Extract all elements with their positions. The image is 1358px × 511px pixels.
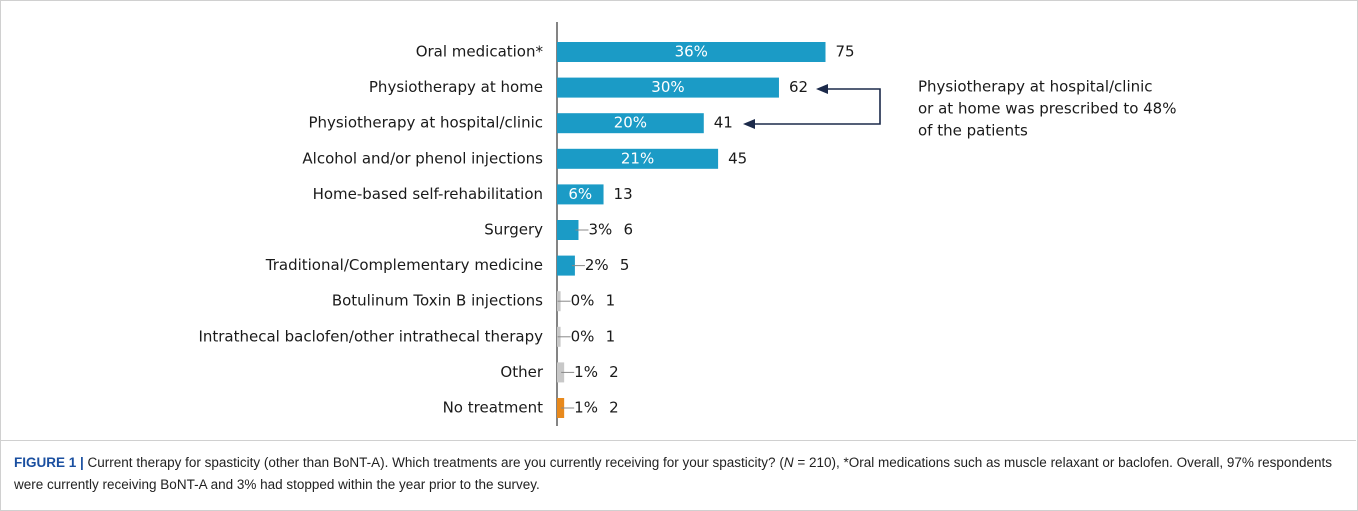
- annotation-line: or at home was prescribed to 48%: [918, 100, 1176, 118]
- category-label: Botulinum Toxin B injections: [332, 292, 543, 310]
- percent-label: 3%: [588, 221, 612, 239]
- caption-text: = 210), *Oral medications such as muscle…: [14, 455, 1332, 492]
- category-label: Physiotherapy at hospital/clinic: [308, 114, 543, 132]
- percent-label: 21%: [621, 149, 654, 167]
- count-label: 2: [609, 363, 619, 381]
- count-label: 2: [609, 399, 619, 417]
- count-label: 41: [714, 114, 733, 132]
- percent-label: 0%: [571, 327, 595, 345]
- category-label: Surgery: [484, 221, 543, 239]
- annotation-line: Physiotherapy at hospital/clinic: [918, 78, 1153, 96]
- bar: [557, 184, 604, 205]
- category-label: Intrathecal baclofen/other intrathecal t…: [198, 327, 543, 345]
- bar: [557, 113, 704, 134]
- caption-italic: N: [783, 455, 794, 470]
- bar: [557, 77, 779, 98]
- bar: [557, 42, 826, 62]
- chart: Oral medication* 36% 75 Physiotherapy at ho…: [198, 22, 1176, 426]
- annotation-line: of the patients: [918, 122, 1028, 140]
- bar: [557, 362, 565, 383]
- bar: [557, 398, 565, 418]
- count-label: 1: [606, 292, 616, 310]
- percent-label: 30%: [651, 78, 684, 96]
- percent-label: 20%: [614, 114, 647, 132]
- caption: FIGURE 1 | Current therapy for spasticit…: [0, 440, 1356, 510]
- category-label: Alcohol and/or phenol injections: [302, 149, 543, 167]
- caption-label: FIGURE 1 |: [14, 455, 84, 470]
- count-label: 5: [620, 256, 630, 274]
- count-label: 75: [836, 43, 855, 61]
- count-label: 1: [606, 327, 616, 345]
- percent-label: 2%: [585, 256, 609, 274]
- percent-label: 1%: [574, 399, 598, 417]
- count-label: 45: [728, 149, 747, 167]
- annotation-arrows: [743, 84, 881, 129]
- bar: [557, 255, 575, 276]
- category-label: Other: [500, 363, 543, 381]
- category-label: Oral medication*: [416, 43, 544, 61]
- category-label: Physiotherapy at home: [369, 78, 543, 96]
- percent-label: 36%: [675, 43, 708, 61]
- count-label: 6: [623, 221, 633, 239]
- category-label: Home-based self-rehabilitation: [313, 185, 543, 203]
- count-label: 13: [614, 185, 633, 203]
- category-label: No treatment: [443, 399, 544, 417]
- percent-label: 0%: [571, 292, 595, 310]
- percent-label: 6%: [568, 185, 592, 203]
- caption-text: Current therapy for spasticity (other th…: [83, 455, 784, 470]
- category-label: Traditional/Complementary medicine: [265, 256, 543, 274]
- percent-label: 1%: [574, 363, 598, 381]
- bar: [557, 148, 719, 169]
- count-label: 62: [789, 78, 808, 96]
- bar: [557, 220, 579, 240]
